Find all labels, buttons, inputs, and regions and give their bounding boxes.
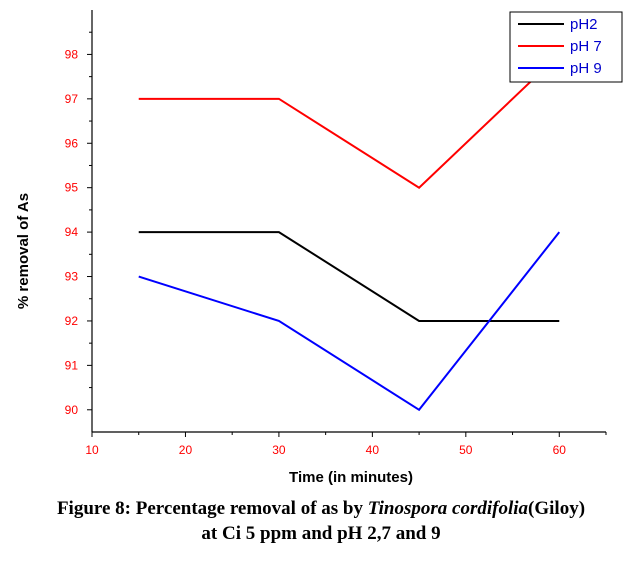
- x-axis-title: Time (in minutes): [289, 469, 413, 486]
- chart-legend: pH2 pH 7 pH 9: [509, 11, 623, 83]
- x-tick-label: 50: [459, 443, 473, 457]
- x-tick-label: 60: [553, 443, 567, 457]
- x-tick-label: 30: [272, 443, 286, 457]
- caption-species: Tinospora cordifolia: [367, 498, 529, 519]
- series-line-ph9: [138, 231, 561, 412]
- x-tick-label: 40: [366, 443, 380, 457]
- y-tick-label: 95: [65, 181, 79, 195]
- y-tick-label: 94: [65, 225, 79, 239]
- y-tick-label: 98: [65, 47, 79, 61]
- x-tick-label: 20: [179, 443, 193, 457]
- legend-label: pH2: [570, 16, 598, 33]
- y-tick-label: 96: [65, 136, 79, 150]
- x-tick-label: 10: [85, 443, 99, 457]
- y-tick-label: 91: [65, 358, 79, 372]
- y-axis-title: % removal of As: [15, 193, 32, 309]
- chart-series-lines: [138, 53, 561, 412]
- figure-caption-line-1: Figure 8: Percentage removal of as by Ti…: [0, 497, 642, 521]
- series-line-ph7: [138, 53, 560, 189]
- legend-label: pH 9: [570, 60, 602, 77]
- caption-suffix: (Giloy): [528, 498, 586, 519]
- caption-prefix: Figure 8: Percentage removal of as by: [56, 498, 368, 519]
- series-line-ph2: [138, 231, 560, 322]
- y-tick-label: 90: [65, 403, 79, 417]
- chart-axes: 10 20 30 40 50 60 90 91 92 93 94 95 96 97 98: [65, 10, 607, 457]
- legend-label: pH 7: [570, 38, 602, 55]
- figure-caption-line-2: at Ci 5 ppm and pH 2,7 and 9: [201, 523, 441, 544]
- y-tick-label: 97: [65, 92, 79, 106]
- y-tick-label: 93: [65, 270, 79, 284]
- y-tick-label: 92: [65, 314, 79, 328]
